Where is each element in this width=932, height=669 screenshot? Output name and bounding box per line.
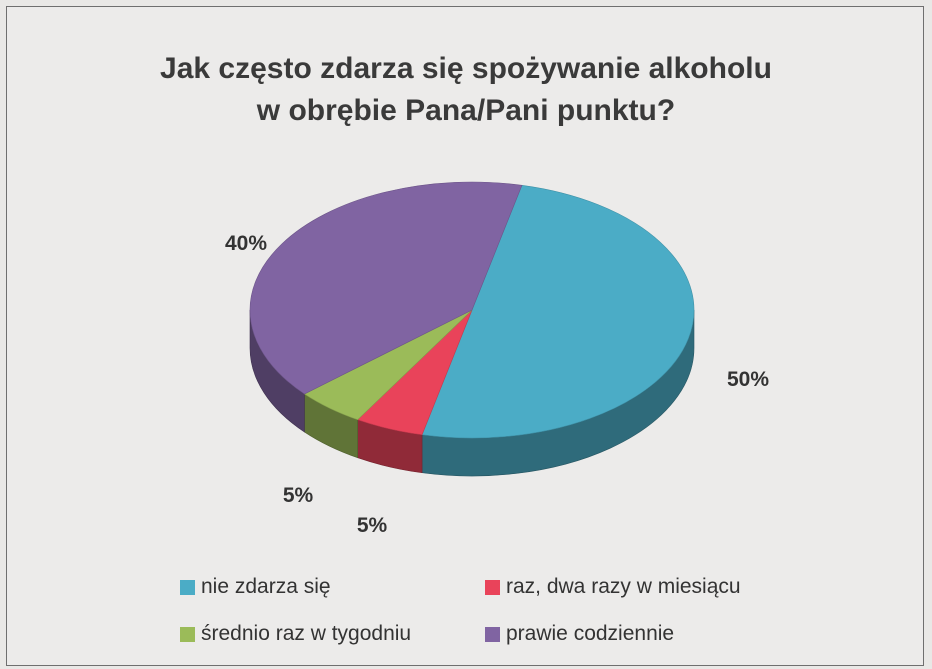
legend-label-srednio: średnio raz w tygodniu — [201, 622, 412, 645]
chart-title-line-1: Jak często zdarza się spożywanie alkohol… — [160, 52, 772, 85]
legend-swatch-nie-zdarza — [180, 579, 195, 595]
data-label-prawie: 40% — [225, 232, 267, 255]
legend-label-nie-zdarza: nie zdarza się — [201, 575, 331, 598]
pie-slice-nie-zdarza — [421, 184, 694, 439]
legend-item-prawie: prawie codziennie — [485, 622, 674, 646]
legend-item-nie-zdarza: nie zdarza się — [180, 575, 331, 599]
legend-label-prawie: prawie codziennie — [506, 622, 675, 645]
data-label-raz-dwa: 5% — [357, 514, 388, 537]
chart-title: Jak często zdarza się spożywanie alkohol… — [0, 48, 932, 132]
pie-sides — [249, 309, 695, 477]
legend-item-raz-dwa: raz, dwa razy w miesiącu — [485, 575, 741, 599]
chart-title-line-2: w obrębie Pana/Pani punktu? — [256, 94, 676, 127]
pie-labels: 50% 5% 5% 40% — [225, 232, 769, 537]
legend-item-srednio: średnio raz w tygodniu — [180, 622, 411, 646]
legend-swatch-raz-dwa — [485, 579, 500, 595]
data-label-nie-zdarza: 50% — [727, 368, 769, 391]
legend-swatch-srednio — [180, 626, 195, 642]
pie-slice-prawie — [249, 181, 523, 395]
pie-tops — [249, 181, 694, 439]
data-label-srednio: 5% — [283, 484, 314, 507]
legend-label-raz-dwa: raz, dwa razy w miesiącu — [506, 575, 741, 598]
legend-swatch-prawie — [485, 626, 500, 642]
